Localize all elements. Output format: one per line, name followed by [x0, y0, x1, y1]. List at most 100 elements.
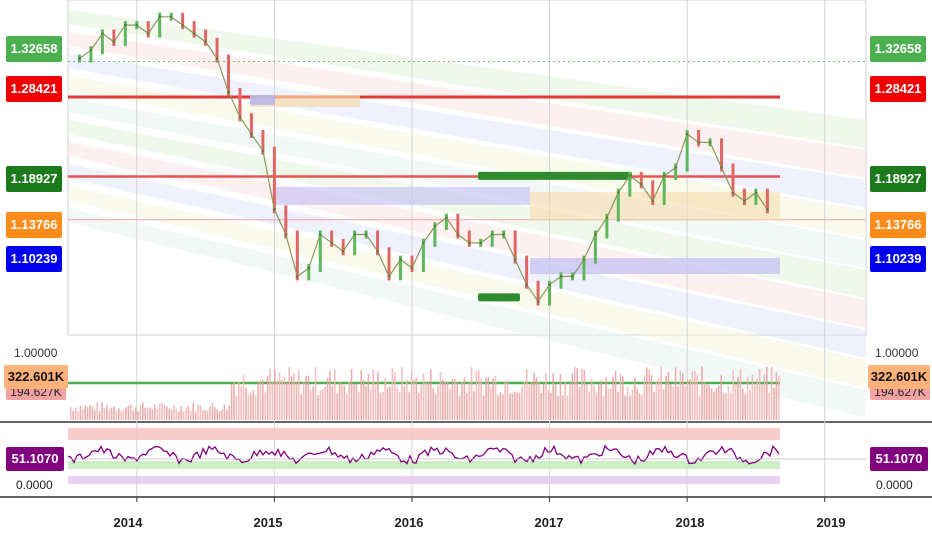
volume-bar	[185, 407, 187, 420]
volume-bar	[653, 392, 655, 420]
volume-bar	[120, 411, 122, 420]
volume-bar	[442, 379, 444, 420]
volume-bar	[158, 403, 161, 420]
price-point	[158, 15, 161, 18]
volume-bar	[192, 403, 194, 420]
left-price-tag-1: 1.32658	[6, 36, 62, 62]
price-point	[422, 241, 425, 245]
volume-bar	[353, 383, 355, 420]
volume-bar	[384, 378, 386, 420]
x-tick-label: 2017	[534, 515, 564, 530]
price-point	[250, 132, 253, 136]
volume-bar	[370, 389, 372, 420]
volume-bar	[617, 391, 619, 420]
volume-bar	[648, 369, 650, 420]
fan-band	[68, 98, 866, 268]
volume-bar	[182, 411, 185, 420]
volume-bar	[571, 373, 574, 420]
volume-bar	[300, 394, 302, 420]
volume-bar	[643, 374, 646, 420]
volume-bar	[466, 393, 468, 420]
volume-bar	[509, 393, 511, 420]
volume-bar	[305, 376, 307, 420]
volume-bar	[377, 371, 379, 420]
volume-bar	[312, 386, 314, 420]
fan-band	[68, 32, 866, 178]
volume-bar	[713, 391, 715, 420]
volume-bar	[389, 386, 391, 420]
volume-bar	[156, 409, 158, 420]
price-point	[78, 57, 81, 60]
volume-bar	[770, 366, 773, 420]
volume-bar	[634, 377, 636, 420]
volume-bar	[110, 407, 113, 420]
volume-bar	[734, 383, 737, 420]
right-price-tag-2: 1.28421	[870, 76, 926, 102]
volume-bar	[550, 392, 552, 420]
price-point	[399, 258, 402, 261]
volume-bar	[499, 392, 502, 420]
volume-bar	[161, 402, 163, 420]
volume-bar	[730, 393, 732, 420]
volume-bar	[211, 403, 214, 420]
left-osc-tag: 51.1070	[6, 447, 64, 471]
volume-bar	[677, 386, 679, 420]
price-point	[181, 23, 184, 27]
volume-bar	[458, 395, 461, 420]
volume-bar	[586, 384, 588, 420]
volume-bar	[334, 369, 336, 420]
zone-band	[275, 187, 530, 205]
volume-bar	[240, 385, 242, 420]
volume-bar	[590, 378, 593, 420]
volume-bar	[626, 387, 629, 420]
volume-bar	[235, 395, 238, 420]
volume-bar	[70, 407, 72, 420]
volume-bar	[492, 378, 494, 420]
volume-bar	[151, 409, 154, 420]
volume-bar	[96, 402, 98, 420]
price-point	[674, 166, 677, 169]
volume-bar	[526, 369, 528, 420]
volume-bar	[230, 383, 233, 420]
volume-bar	[708, 385, 710, 420]
fan-band	[68, 164, 866, 358]
volume-bar	[130, 404, 132, 420]
left-price-tag-2: 1.28421	[6, 76, 62, 102]
price-point	[238, 116, 242, 119]
volume-bar	[722, 393, 725, 420]
volume-bar	[86, 407, 89, 420]
volume-bar	[576, 368, 578, 420]
volume-bar	[197, 404, 199, 420]
volume-bar	[113, 406, 115, 420]
volume-bar	[228, 405, 230, 420]
volume-bar	[310, 389, 312, 420]
volume-bar	[216, 409, 218, 420]
volume-bar	[298, 369, 300, 420]
volume-bar	[322, 389, 324, 420]
volume-bar	[739, 368, 742, 420]
price-point	[502, 233, 505, 236]
volume-bar	[226, 410, 228, 420]
price-point	[640, 183, 643, 186]
volume-bar	[444, 382, 446, 420]
volume-bar	[247, 393, 250, 420]
zone-bar	[478, 171, 632, 180]
zone-bar	[478, 293, 520, 302]
volume-bar	[276, 381, 278, 420]
volume-bar	[595, 393, 598, 420]
volume-bar	[252, 390, 254, 420]
volume-bar	[518, 392, 521, 420]
volume-bar	[259, 379, 262, 420]
volume-bar	[718, 385, 720, 420]
volume-bar	[413, 380, 415, 420]
left-price-tag-4: 1.13766	[6, 212, 62, 238]
volume-bar	[662, 389, 665, 420]
volume-bar	[564, 382, 566, 420]
volume-bar	[74, 407, 77, 420]
osc-band	[68, 428, 780, 440]
volume-bar	[79, 406, 82, 420]
volume-bar	[173, 405, 175, 420]
right-price-tag-3: 1.18927	[870, 166, 926, 192]
osc-line	[67, 444, 780, 466]
volume-bar	[694, 370, 696, 420]
